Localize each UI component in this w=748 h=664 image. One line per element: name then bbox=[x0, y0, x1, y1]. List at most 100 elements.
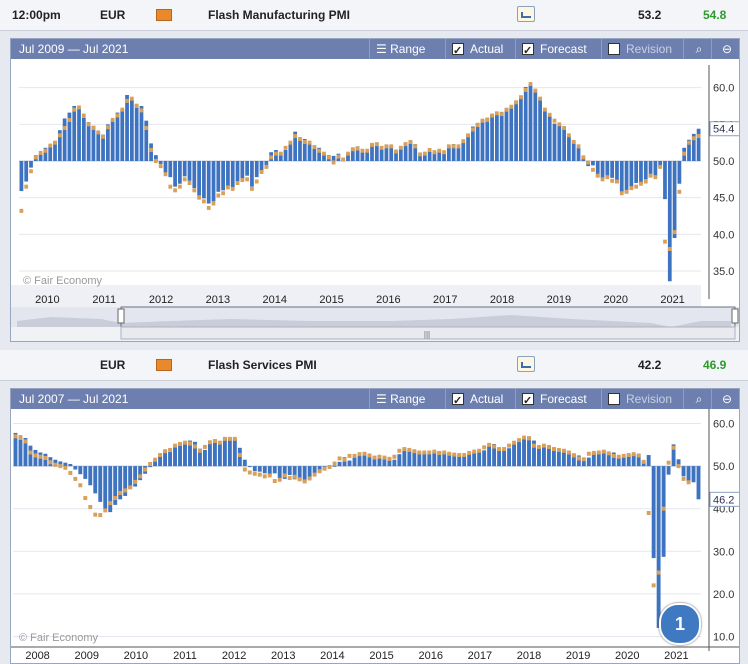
actual-bar bbox=[73, 466, 78, 470]
zoom-out-icon[interactable]: ⊖ bbox=[711, 39, 742, 59]
forecast-marker bbox=[193, 444, 197, 449]
forecast-marker bbox=[586, 160, 591, 165]
forecast-marker bbox=[53, 462, 58, 467]
forecast-checkbox[interactable] bbox=[522, 391, 534, 411]
y-tick-label: 10.0 bbox=[713, 631, 734, 643]
actual-bar bbox=[312, 146, 317, 161]
forecast-marker bbox=[28, 450, 33, 455]
actual-bar bbox=[523, 86, 528, 161]
calendar-row-services[interactable]: EUR Flash Services PMI 42.2 46.9 bbox=[0, 350, 748, 381]
actual-checkbox[interactable] bbox=[452, 391, 464, 411]
range-button[interactable]: ☰ Range bbox=[369, 389, 443, 409]
actual-bar bbox=[672, 161, 677, 238]
forecast-marker bbox=[278, 151, 283, 156]
navigator-mini-series bbox=[17, 315, 731, 327]
notification-badge[interactable]: 1 bbox=[659, 603, 701, 645]
actual-bar bbox=[67, 112, 72, 161]
forecast-toggle[interactable]: Forecast bbox=[515, 39, 599, 61]
zoom-out-icon[interactable]: ⊖ bbox=[711, 389, 742, 409]
x-tick-label: 2018 bbox=[490, 294, 514, 306]
actual-bar bbox=[696, 128, 701, 161]
actual-bar bbox=[193, 441, 197, 467]
forecast-marker bbox=[519, 95, 523, 100]
forecast-marker bbox=[153, 457, 158, 462]
x-tick-label: 2018 bbox=[517, 650, 541, 662]
forecast-toggle[interactable]: Forecast bbox=[515, 389, 599, 411]
actual-toggle[interactable]: Actual bbox=[445, 389, 513, 411]
x-tick-label: 2020 bbox=[604, 294, 628, 306]
forecast-marker bbox=[661, 506, 666, 511]
forecast-marker bbox=[317, 469, 322, 474]
calendar-row-manufacturing[interactable]: 12:00pm EUR Flash Manufacturing PMI 53.2… bbox=[0, 0, 748, 31]
actual-bar bbox=[567, 136, 571, 161]
actual-bar bbox=[83, 466, 88, 479]
actual-bar bbox=[687, 139, 691, 161]
forecast-marker bbox=[262, 474, 267, 479]
actual-bar bbox=[418, 155, 422, 161]
forecast-marker bbox=[621, 453, 626, 458]
forecast-checkbox[interactable] bbox=[522, 41, 534, 61]
actual-bar bbox=[355, 146, 360, 161]
forecast-label: Forecast bbox=[540, 42, 587, 56]
forecast-marker bbox=[216, 193, 221, 198]
forecast-marker bbox=[257, 472, 262, 477]
forecast-marker bbox=[245, 177, 250, 182]
zoom-in-icon[interactable]: ⌕ bbox=[683, 389, 714, 409]
range-button[interactable]: ☰ Range bbox=[369, 39, 443, 59]
chart-toggle-icon[interactable] bbox=[517, 6, 535, 22]
revision-toggle[interactable]: Revision bbox=[601, 39, 683, 59]
folder-icon[interactable] bbox=[156, 359, 172, 371]
actual-bar bbox=[254, 161, 259, 178]
x-tick-label: 2019 bbox=[547, 294, 571, 306]
forecast-marker bbox=[547, 112, 552, 117]
actual-checkbox[interactable] bbox=[452, 41, 464, 61]
forecast-marker bbox=[163, 172, 168, 177]
actual-bar bbox=[596, 452, 601, 467]
forecast-marker bbox=[427, 450, 432, 455]
forecast-marker bbox=[207, 440, 212, 445]
actual-bar bbox=[148, 466, 153, 468]
forecast-marker bbox=[677, 189, 682, 194]
actual-bar bbox=[221, 161, 225, 191]
event-title[interactable]: Flash Manufacturing PMI bbox=[208, 8, 351, 22]
actual-bar bbox=[317, 466, 322, 473]
forecast-marker bbox=[98, 513, 103, 518]
actual-bar bbox=[472, 452, 477, 467]
actual-bar bbox=[595, 161, 600, 178]
forecast-marker bbox=[417, 450, 422, 455]
x-tick-label: 2011 bbox=[92, 294, 116, 306]
actual-bar bbox=[118, 466, 123, 500]
actual-bar bbox=[101, 134, 105, 161]
actual-bar bbox=[477, 451, 482, 467]
forecast-marker bbox=[322, 151, 326, 156]
actual-bar bbox=[392, 459, 397, 467]
actual-bar bbox=[546, 445, 551, 467]
forecast-marker bbox=[226, 185, 230, 190]
actual-bar bbox=[242, 459, 247, 467]
actual-bar bbox=[173, 161, 177, 187]
actual-bar bbox=[384, 144, 389, 161]
revision-checkbox[interactable] bbox=[608, 43, 620, 55]
forecast-marker bbox=[586, 451, 591, 456]
actual-bar bbox=[222, 437, 227, 467]
actual-bar bbox=[298, 139, 302, 161]
event-title[interactable]: Flash Services PMI bbox=[208, 358, 317, 372]
forecast-marker bbox=[552, 118, 557, 123]
folder-icon[interactable] bbox=[156, 9, 172, 21]
actual-bar bbox=[78, 466, 83, 475]
actual-value: 53.2 bbox=[638, 8, 662, 22]
forecast-marker bbox=[379, 145, 384, 150]
forecast-marker bbox=[337, 456, 342, 461]
zoom-in-icon[interactable]: ⌕ bbox=[683, 39, 714, 59]
forecast-marker bbox=[527, 436, 531, 441]
actual-bar bbox=[512, 443, 516, 467]
actual-bar bbox=[250, 161, 254, 187]
forecast-marker bbox=[58, 464, 63, 469]
revision-checkbox[interactable] bbox=[608, 393, 620, 405]
actual-bar bbox=[417, 452, 422, 467]
actual-bar bbox=[487, 446, 492, 467]
revision-toggle[interactable]: Revision bbox=[601, 389, 683, 409]
actual-toggle[interactable]: Actual bbox=[445, 39, 513, 61]
chart-toggle-icon[interactable] bbox=[517, 356, 535, 372]
forecast-marker bbox=[93, 512, 98, 517]
